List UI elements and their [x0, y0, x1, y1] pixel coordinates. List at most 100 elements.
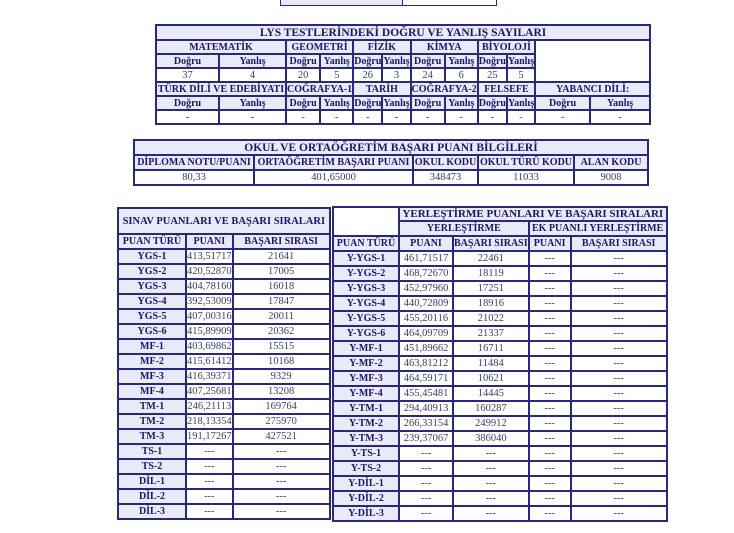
group-yerlestirme: YERLEŞTİRME: [399, 221, 529, 236]
placement-scores-table: YERLEŞTİRME PUANLARI VE BAŞARI SIRALARI …: [332, 206, 668, 522]
col-puani: PUANI: [399, 236, 453, 251]
row-label: Y-TS-2: [333, 461, 399, 476]
table-row: YGS-5 407,00316 20011: [118, 309, 330, 324]
cell-value: 21641: [232, 249, 330, 264]
cell-value: ---: [399, 491, 453, 506]
cell-value: ---: [570, 356, 667, 371]
table-body: Y-YGS-1 461,71517 22461 --- --- Y-YGS-2 468,72…: [333, 251, 667, 521]
okul-table-title: OKUL VE ORTAÖĞRETİM BAŞARI PUANI BİLGİLE…: [134, 140, 648, 155]
table-row: Y-DİL-1 --- --- --- ---: [333, 476, 667, 491]
table-row: MF-1 403,69862 15515: [118, 339, 330, 354]
cell-value: -: [320, 110, 354, 124]
partial-cell-header: [280, 0, 403, 6]
col-basari-sirasi: BAŞARI SIRASI: [453, 236, 529, 251]
dogru-label: Doğru: [353, 54, 383, 68]
cell-value: 10168: [232, 354, 330, 369]
yanlis-label: Yanlış: [444, 96, 478, 110]
table-row: MF-2 415,61412 10168: [118, 354, 330, 369]
row-label: Y-DİL-3: [333, 506, 399, 521]
table-row: Y-MF-4 455,45481 14445 --- ---: [333, 386, 667, 401]
cell-value: 17251: [453, 281, 529, 296]
row-label: Y-MF-3: [333, 371, 399, 386]
cell-value: 10621: [453, 371, 529, 386]
cell-value: 427521: [232, 429, 330, 444]
table-row: YGS-6 415,89909 20362: [118, 324, 330, 339]
table-title-row: YERLEŞTİRME PUANLARI VE BAŞARI SIRALARI: [333, 207, 667, 236]
table-row: TS-2 --- ---: [118, 459, 330, 474]
row-label: DİL-1: [118, 474, 186, 489]
cell-value: 20362: [232, 324, 330, 339]
subject-biyoloji: BİYOLOJİ: [477, 40, 536, 54]
cell-value: 21337: [453, 326, 529, 341]
table-row: YGS-2 420,52870 17005: [118, 264, 330, 279]
column-header-row: PUAN TÜRÜ PUANI BAŞARI SIRASI: [118, 234, 330, 249]
sinav-table: SINAV PUANLARI VE BAŞARI SIRALARI PUAN T…: [117, 207, 331, 520]
col-puan-turu: PUAN TÜRÜ: [118, 234, 186, 249]
cell-value: 348473: [413, 170, 478, 185]
cell-value: 5: [320, 68, 354, 82]
cell-value: -: [477, 110, 507, 124]
cell-value: ---: [528, 401, 571, 416]
cell-value: ---: [570, 416, 667, 431]
table-title-row: OKUL VE ORTAÖĞRETİM BAŞARI PUANI BİLGİLE…: [134, 140, 648, 155]
row-label: MF-2: [118, 354, 186, 369]
row-label: MF-3: [118, 369, 186, 384]
cell-value: ---: [528, 356, 571, 371]
table-row: Y-TS-2 --- --- --- ---: [333, 461, 667, 476]
cell-value: 20011: [232, 309, 330, 324]
dogru-yanlis-row: Doğru Yanlış Doğru Yanlış Doğru Yanlış D…: [156, 54, 650, 68]
dogru-label: Doğru: [477, 96, 507, 110]
col-okul-kodu: OKUL KODU: [413, 155, 478, 170]
row-label: DİL-2: [118, 489, 186, 504]
table-row: Y-MF-1 451,89662 16711 --- ---: [333, 341, 667, 356]
lys-results-table: LYS TESTLERİNDEKİ DOĞRU VE YANLIŞ SAYILA…: [155, 24, 652, 125]
cell-value: ---: [570, 431, 667, 446]
subject-header-row: MATEMATİK GEOMETRİ FİZİK KİMYA BİYOLOJİ: [156, 40, 651, 82]
cell-value: 18119: [453, 266, 529, 281]
table-row: Y-DİL-2 --- --- --- ---: [333, 491, 667, 506]
cell-value: 22461: [453, 251, 529, 266]
sinav-table-title: SINAV PUANLARI VE BAŞARI SIRALARI: [118, 208, 330, 234]
cell-value: 440,72809: [399, 296, 453, 311]
col-alan-kodu: ALAN KODU: [574, 155, 648, 170]
cell-value: ---: [186, 459, 233, 474]
lys-table: LYS TESTLERİNDEKİ DOĞRU VE YANLIŞ SAYILA…: [155, 24, 652, 125]
cell-value: -: [535, 110, 591, 124]
cell-value: ---: [186, 504, 233, 519]
row-label: TM-3: [118, 429, 186, 444]
subject-turk-dili: TÜRK DİLİ VE EDEBİYATI: [156, 82, 286, 96]
okul-table: OKUL VE ORTAÖĞRETİM BAŞARI PUANI BİLGİLE…: [133, 139, 649, 186]
table-row: Y-MF-2 463,81212 11484 --- ---: [333, 356, 667, 371]
empty-cell: [535, 40, 651, 82]
table-row: YGS-3 404,78160 16018: [118, 279, 330, 294]
cell-value: ---: [570, 371, 667, 386]
table-row: Y-DİL-3 --- --- --- ---: [333, 506, 667, 521]
cell-value: ---: [570, 461, 667, 476]
cell-value: 5: [506, 68, 536, 82]
row-label: Y-TM-1: [333, 401, 399, 416]
cell-value: -: [353, 110, 383, 124]
cell-value: ---: [570, 506, 667, 521]
row-label: YGS-6: [118, 324, 186, 339]
table-row: Y-YGS-5 455,20116 21022 --- ---: [333, 311, 667, 326]
lys-table-title: LYS TESTLERİNDEKİ DOĞRU VE YANLIŞ SAYILA…: [156, 25, 651, 40]
cell-value: 463,81212: [399, 356, 453, 371]
cell-value: 16018: [232, 279, 330, 294]
row-label: YGS-3: [118, 279, 186, 294]
table-row: DİL-2 --- ---: [118, 489, 330, 504]
cell-value: ---: [528, 341, 571, 356]
cell-value: 18916: [453, 296, 529, 311]
dogru-label: Doğru: [410, 54, 445, 68]
col-ek-basari-sirasi: BAŞARI SIRASI: [570, 236, 667, 251]
cell-value: 413,51717: [186, 249, 233, 264]
dogru-label: Doğru: [410, 96, 445, 110]
partial-cell-value: [402, 0, 497, 6]
cell-value: ---: [570, 251, 667, 266]
dogru-label: Doğru: [535, 96, 591, 110]
dogru-label: Doğru: [286, 54, 321, 68]
dogru-label: Doğru: [156, 96, 219, 110]
cell-value: 16711: [453, 341, 529, 356]
cell-value: 4: [219, 68, 286, 82]
yanlis-label: Yanlış: [219, 96, 286, 110]
yanlis-label: Yanlış: [382, 54, 411, 68]
